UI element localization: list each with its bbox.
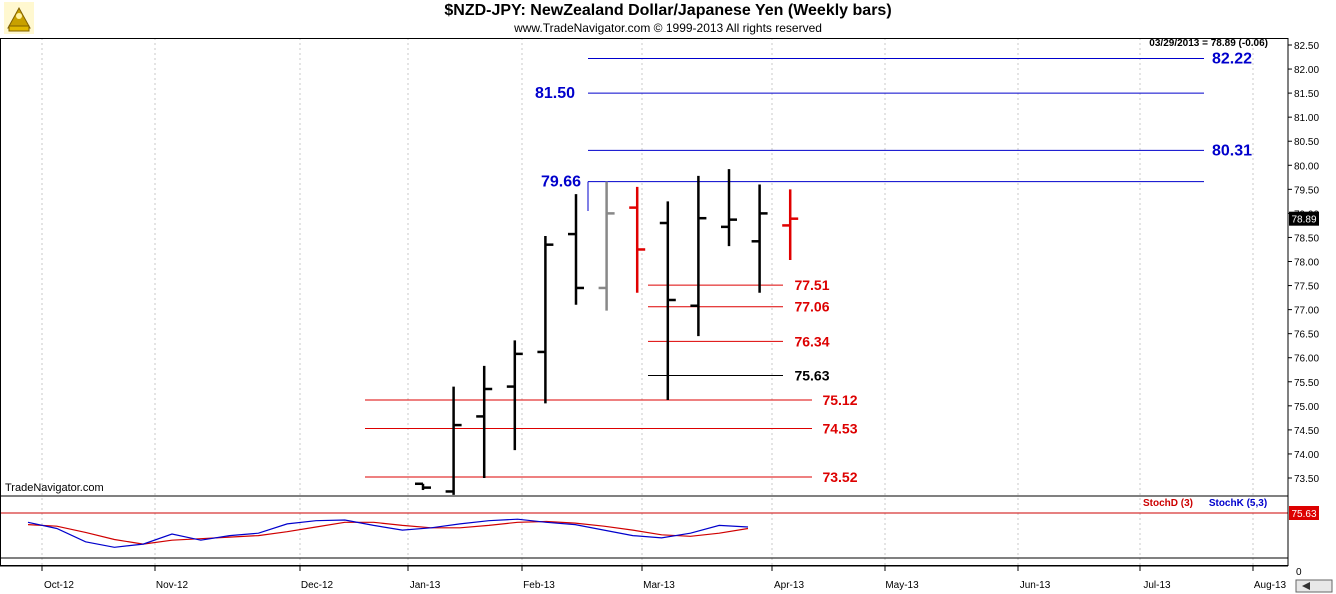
price-level-label: 77.06 [794,299,829,315]
price-tick-label: 73.50 [1294,474,1319,485]
scroll-right-button [1295,579,1333,593]
price-tick-label: 77.50 [1294,282,1319,293]
price-level-label: 77.51 [794,277,829,293]
plot-border [0,38,1289,566]
price-tick-label: 80.50 [1294,137,1319,148]
price-level-lines: 82.22 81.50 80.31 79.66 77.51 77.06 76.34 75.63… [5,38,1268,494]
price-level-label: 75.12 [822,392,857,408]
price-tick-label: 82.50 [1294,41,1319,52]
price-level-label: 80.31 [1212,142,1252,159]
stoch-level-tag [1289,506,1319,520]
price-tick-label: 79.50 [1294,185,1319,196]
date-tick-label: Dec-12 [301,580,334,591]
date-tick-label: Jan-13 [410,580,441,591]
price-tick-label: 81.50 [1294,89,1319,100]
price-level-label: 75.63 [794,368,829,384]
price-level-label: 82.22 [1212,50,1252,67]
price-tick-label: 75.50 [1294,378,1319,389]
scroll-left-arrow-icon [1302,582,1310,590]
date-tick-label: Aug-13 [1254,580,1287,591]
price-level-label: 76.34 [794,333,829,349]
chart-title: $NZD-JPY: NewZealand Dollar/Japanese Yen… [444,2,892,19]
price-tick-label: 78.50 [1294,233,1319,244]
price-tick-label: 80.00 [1294,161,1319,172]
price-axis-background [1288,38,1336,594]
price-tick-label: 75.00 [1294,402,1319,413]
date-tick-label: Apr-13 [774,580,804,591]
price-level-label: 74.53 [822,420,857,436]
trade-navigator-logo-icon [4,2,34,34]
price-tick-label: 76.50 [1294,330,1319,341]
price-tick-label: 78.00 [1294,258,1319,269]
last-price-label: 78.89 [1291,215,1316,226]
chart-subtitle: www.TradeNavigator.com © 1999-2013 All r… [514,21,822,35]
price-axis: 82.5082.0081.5081.0080.5080.0079.5079.00… [1287,38,1336,594]
stoch-k-line [27,518,749,548]
date-tick-label: May-13 [885,580,919,591]
stoch-axis-zero-label: 0 [1296,567,1302,578]
stochastic-pane: StochD (3) StochK (5,3) [0,495,1288,559]
chart-frame [0,38,1289,567]
date-tick-label: Nov-12 [156,580,189,591]
price-tick-label: 82.00 [1294,65,1319,76]
price-tick-label: 74.00 [1294,450,1319,461]
date-tick-label: Feb-13 [523,580,555,591]
chart-header: $NZD-JPY: NewZealand Dollar/Japanese Yen… [0,0,1336,38]
price-level-label: 81.50 [535,85,575,102]
stoch-level-label: 75.63 [1291,509,1316,520]
price-level-label: 79.66 [541,174,581,191]
date-axis: Oct-12 Nov-12 Dec-12 Jan-13 Feb-13 Mar-13 Apr-… [41,566,1287,591]
price-tick-label: 74.50 [1294,426,1319,437]
last-price-tag [1289,211,1319,226]
date-tick-label: Jun-13 [1020,580,1051,591]
price-info-readout: 03/29/2013 = 78.89 (-0.06) [1149,38,1268,49]
price-level-label: 73.52 [822,469,857,485]
ohlc-bars [415,169,799,495]
date-tick-label: Jul-13 [1143,580,1171,591]
vertical-gridlines [41,38,1254,566]
watermark-text: TradeNavigator.com [5,482,104,494]
stoch-d-line [27,520,749,545]
stoch-k-legend: StochK (5,3) [1209,498,1267,509]
price-tick-label: 81.00 [1294,113,1319,124]
stoch-d-legend: StochD (3) [1143,498,1193,509]
date-tick-label: Mar-13 [643,580,675,591]
price-tick-label: 77.00 [1294,306,1319,317]
price-tick-label: 76.00 [1294,354,1319,365]
date-tick-label: Oct-12 [44,580,74,591]
